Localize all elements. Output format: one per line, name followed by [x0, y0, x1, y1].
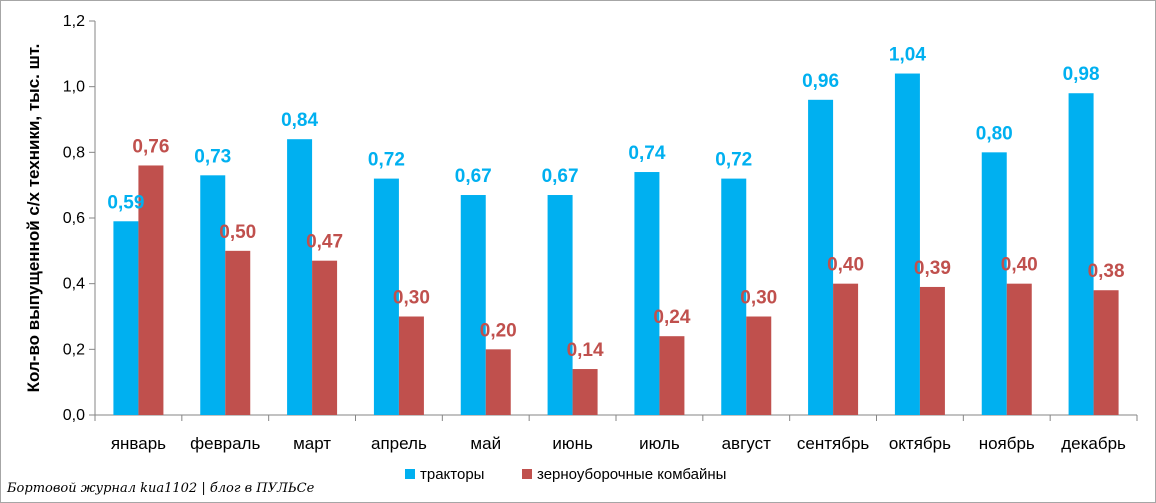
data-label-combines: 0,30 — [740, 288, 777, 309]
bar-tractors — [894, 73, 920, 416]
data-label-combines: 0,24 — [653, 307, 690, 328]
bar-combines — [746, 316, 772, 415]
y-tick-label: 0,2 — [63, 341, 85, 358]
x-axis: январь февраль март апрель май июнь июль август… — [94, 414, 1138, 453]
bar-tractors — [373, 178, 399, 415]
bar-tractors — [113, 221, 139, 415]
bar-combines — [225, 250, 251, 415]
x-category-label: май — [470, 434, 501, 453]
data-label-combines: 0,76 — [132, 136, 169, 157]
legend-swatch — [522, 469, 532, 479]
x-category-label: июль — [639, 434, 680, 453]
data-label-tractors: 0,73 — [194, 146, 231, 167]
x-category-label: октябрь — [889, 434, 951, 453]
bar-combines — [1006, 283, 1032, 415]
data-labels: 0,59 0,76 0,73 0,50 0,84 0,47 0,72 0,30 0,67 0,20… — [107, 45, 1125, 361]
x-category-label: август — [722, 434, 771, 453]
data-label-combines: 0,50 — [219, 222, 256, 243]
data-label-combines: 0,38 — [1088, 261, 1125, 282]
data-label-tractors: 0,59 — [107, 192, 144, 213]
x-category-label: декабрь — [1061, 434, 1126, 453]
bar-combines — [572, 369, 598, 415]
y-tick-label: 0,4 — [63, 276, 85, 293]
data-label-tractors: 0,80 — [976, 123, 1013, 144]
bar-tractors — [981, 152, 1007, 416]
data-label-combines: 0,30 — [393, 288, 430, 309]
data-label-tractors: 0,96 — [802, 71, 839, 92]
bar-tractors — [1068, 93, 1094, 415]
legend-label: зерноуборочные комбайны — [537, 466, 726, 483]
data-label-tractors: 0,72 — [715, 150, 752, 171]
y-tick-label: 0,8 — [63, 144, 85, 161]
legend: тракторы зерноуборочные комбайны — [405, 466, 726, 483]
data-label-combines: 0,40 — [1001, 255, 1038, 276]
data-label-combines: 0,20 — [480, 320, 517, 341]
y-tick-label: 0,0 — [63, 407, 85, 424]
y-axis-title-group: Кол-во выпущенной с/х техники, тыс. шт. — [24, 44, 43, 393]
y-tick-label: 1,0 — [63, 79, 85, 96]
data-label-tractors: 1,04 — [889, 45, 926, 66]
bar-combines — [919, 286, 945, 415]
bar-tractors — [808, 99, 834, 416]
bar-combines — [1093, 290, 1119, 415]
bar-tractors — [547, 195, 573, 415]
data-label-tractors: 0,67 — [455, 166, 492, 187]
bar-tractors — [287, 139, 313, 415]
x-category-label: январь — [111, 434, 166, 453]
bar-combines — [833, 283, 859, 415]
bar-combines — [138, 165, 164, 415]
data-label-combines: 0,47 — [306, 232, 343, 253]
bar-combines — [398, 316, 424, 415]
x-category-label: февраль — [190, 434, 260, 453]
bars — [113, 73, 1119, 416]
legend-swatch — [405, 469, 415, 479]
data-label-combines: 0,40 — [827, 255, 864, 276]
x-category-label: ноябрь — [979, 434, 1035, 453]
y-tick-label: 0,6 — [63, 210, 85, 227]
y-tick-label: 1,2 — [63, 13, 85, 30]
x-category-label: апрель — [371, 434, 427, 453]
bar-combines — [659, 336, 685, 415]
data-label-tractors: 0,98 — [1063, 64, 1100, 85]
x-category-label: сентябрь — [797, 434, 870, 453]
x-category-label: июнь — [552, 434, 593, 453]
bar-combines — [312, 260, 338, 415]
bar-combines — [485, 349, 511, 415]
data-label-combines: 0,39 — [914, 258, 951, 279]
legend-label: тракторы — [420, 466, 484, 483]
bar-tractors — [721, 178, 747, 415]
y-axis-title: Кол-во выпущенной с/х техники, тыс. шт. — [24, 44, 43, 393]
data-label-tractors: 0,72 — [368, 150, 405, 171]
bar-tractors — [634, 172, 660, 415]
bar-tractors — [460, 195, 486, 415]
data-label-tractors: 0,67 — [542, 166, 579, 187]
watermark: Бортовой журнал kua1102 | блог в ПУЛЬСе — [7, 481, 315, 496]
bar-tractors — [200, 175, 226, 415]
data-label-tractors: 0,84 — [281, 110, 318, 131]
y-axis: 0,0 0,2 0,4 0,6 0,8 1,0 1,2 — [63, 13, 96, 424]
data-label-combines: 0,14 — [567, 340, 604, 361]
data-label-tractors: 0,74 — [628, 143, 665, 164]
x-category-label: март — [293, 434, 331, 453]
